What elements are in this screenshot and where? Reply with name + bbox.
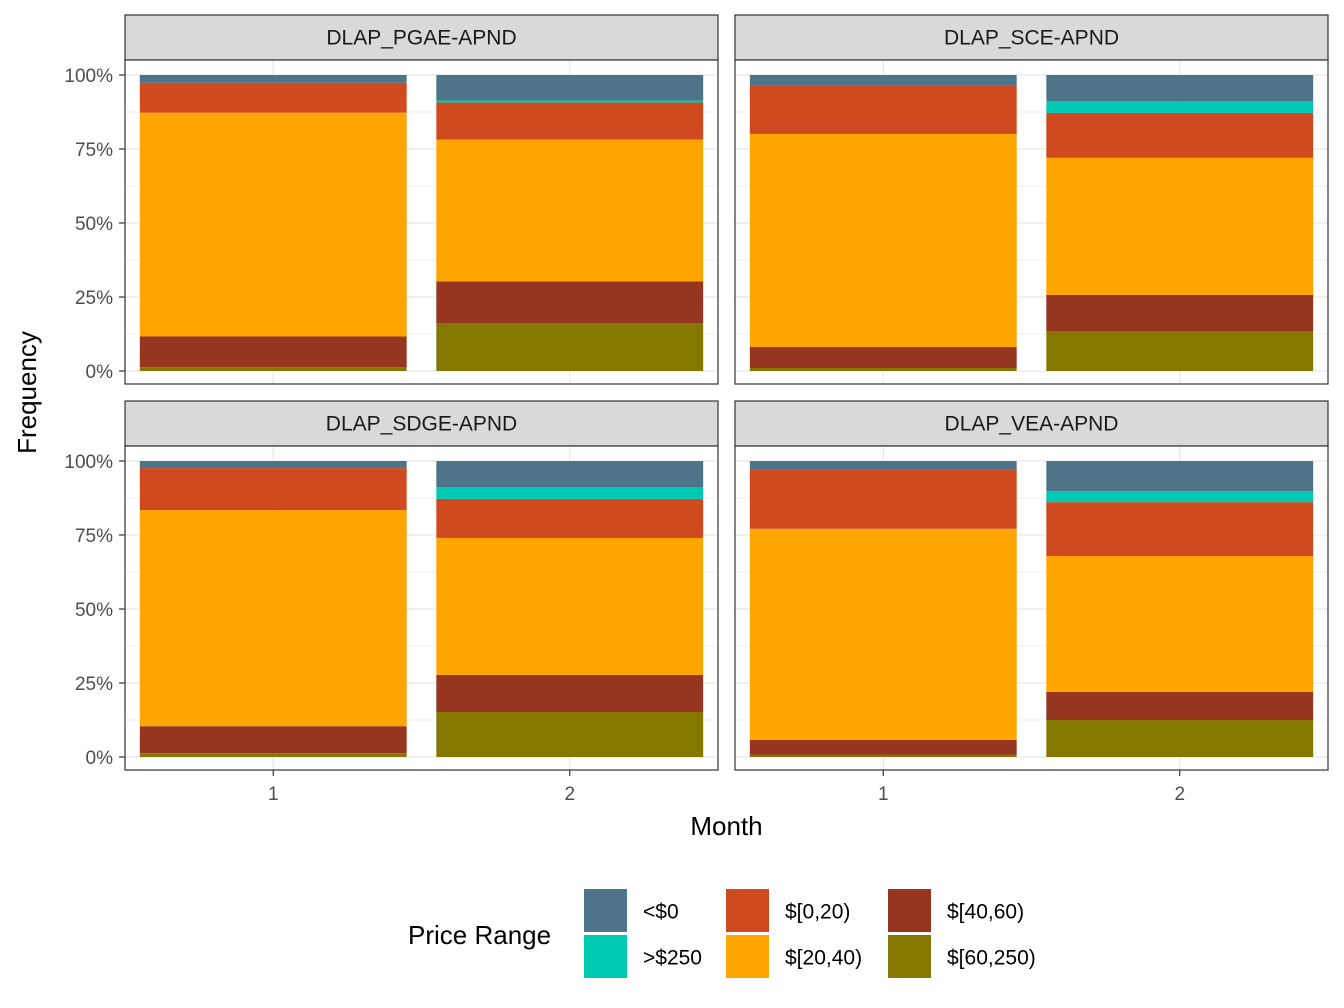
bar-segment bbox=[1046, 294, 1314, 332]
bar-segment bbox=[749, 347, 1017, 369]
legend-title: Price Range bbox=[408, 920, 551, 950]
bar-segment bbox=[139, 82, 407, 113]
bar-segment bbox=[436, 323, 704, 371]
bar-segment bbox=[436, 461, 704, 488]
bar-segment bbox=[749, 469, 1017, 529]
x-tick-label: 2 bbox=[1174, 784, 1185, 805]
panel-border bbox=[734, 445, 1329, 771]
bar-segment bbox=[139, 112, 407, 337]
bar-segment bbox=[139, 726, 407, 754]
facet-strip bbox=[124, 14, 719, 61]
facet-strip bbox=[124, 400, 719, 447]
bar-segment bbox=[749, 754, 1017, 757]
y-tick-label: 100% bbox=[64, 452, 113, 473]
x-axis-title: Month bbox=[690, 811, 762, 841]
legend-key bbox=[888, 889, 931, 932]
bar-segment bbox=[1046, 101, 1314, 113]
legend-label: $[20,40) bbox=[785, 947, 862, 970]
y-tick-label: 75% bbox=[75, 526, 113, 547]
bar-segment bbox=[749, 85, 1017, 134]
facet-title: DLAP_SCE-APND bbox=[944, 27, 1119, 50]
bar-segment bbox=[749, 528, 1017, 740]
bar-segment bbox=[436, 487, 704, 499]
bar-segment bbox=[436, 139, 704, 282]
bar-segment bbox=[139, 75, 407, 83]
bar-segment bbox=[139, 468, 407, 511]
bar-segment bbox=[436, 498, 704, 538]
bar-segment bbox=[436, 537, 704, 676]
bar-segment bbox=[749, 75, 1017, 86]
bar-segment bbox=[436, 675, 704, 713]
panel-border bbox=[734, 59, 1329, 385]
y-tick-label: 25% bbox=[75, 674, 113, 695]
bar-segment bbox=[436, 281, 704, 324]
bar-segment bbox=[139, 336, 407, 368]
bar-segment bbox=[1046, 157, 1314, 295]
bar-segment bbox=[436, 102, 704, 140]
facet-title: DLAP_SDGE-APND bbox=[326, 413, 517, 436]
bar-segment bbox=[749, 739, 1017, 755]
bar-segment bbox=[1046, 75, 1314, 102]
y-tick-label: 25% bbox=[75, 288, 113, 309]
bar-segment bbox=[1046, 112, 1314, 158]
bar-segment bbox=[749, 133, 1017, 348]
facet-strip bbox=[734, 400, 1329, 447]
legend-label: $[60,250) bbox=[947, 947, 1036, 970]
bar-segment bbox=[1046, 720, 1314, 757]
bar-segment bbox=[139, 753, 407, 757]
legend-label: <$0 bbox=[643, 901, 679, 924]
y-axis-title: Frequency bbox=[12, 331, 42, 454]
y-tick-label: 75% bbox=[75, 140, 113, 161]
bar-segment bbox=[139, 510, 407, 727]
legend-label: >$250 bbox=[643, 947, 702, 970]
bar-segment bbox=[1046, 331, 1314, 371]
facet-panels: DLAP_PGAE-APND DLAP_SCE-APND DLAP_SDGE-APN… bbox=[124, 14, 1329, 771]
facet-panel: DLAP_SDGE-APND bbox=[124, 400, 719, 771]
bar-segment bbox=[1046, 461, 1314, 492]
facet-strip bbox=[734, 14, 1329, 61]
facet-panel: DLAP_VEA-APND bbox=[734, 400, 1329, 771]
x-tick-label: 2 bbox=[564, 784, 575, 805]
facet-panel: DLAP_PGAE-APND bbox=[124, 14, 719, 385]
y-tick-label: 50% bbox=[75, 214, 113, 235]
facet-title: DLAP_VEA-APND bbox=[945, 413, 1119, 436]
bar-segment bbox=[436, 712, 704, 757]
y-tick-label: 0% bbox=[86, 748, 114, 769]
legend-label: $[0,20) bbox=[785, 901, 850, 924]
legend-key bbox=[726, 935, 769, 978]
facet-panel: DLAP_SCE-APND bbox=[734, 14, 1329, 385]
x-tick-label: 1 bbox=[268, 784, 279, 805]
bar-segment bbox=[1046, 691, 1314, 720]
bar-segment bbox=[749, 368, 1017, 371]
facet-title: DLAP_PGAE-APND bbox=[326, 27, 516, 50]
y-tick-label: 100% bbox=[64, 66, 113, 87]
x-tick-label: 1 bbox=[878, 784, 889, 805]
bar-segment bbox=[139, 367, 407, 371]
bar-segment bbox=[749, 461, 1017, 470]
bar-segment bbox=[1046, 491, 1314, 503]
bar-segment bbox=[436, 75, 704, 101]
bar-segment bbox=[436, 100, 704, 103]
legend-key bbox=[726, 889, 769, 932]
legend-key bbox=[888, 935, 931, 978]
axes: 0% 25% 50% 75% 100% 0% 25% 50% 75% 100% 1 2 1 2 bbox=[64, 66, 1185, 805]
legend: Price Range <$0 >$250 $[0,20) $[20,40) $[40,… bbox=[408, 889, 1036, 978]
bar-segment bbox=[1046, 556, 1314, 692]
legend-key bbox=[584, 935, 627, 978]
legend-key bbox=[584, 889, 627, 932]
bar-segment bbox=[139, 461, 407, 469]
bar-segment bbox=[1046, 502, 1314, 557]
panel-border bbox=[124, 59, 719, 385]
y-tick-label: 0% bbox=[86, 362, 114, 383]
panel-border bbox=[124, 445, 719, 771]
y-tick-label: 50% bbox=[75, 600, 113, 621]
legend-label: $[40,60) bbox=[947, 901, 1024, 924]
